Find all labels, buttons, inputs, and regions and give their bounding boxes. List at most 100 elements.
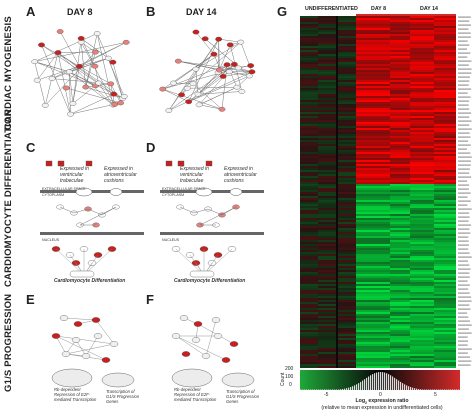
network-edge [81, 38, 108, 58]
colorbar-histogram-bar [350, 387, 351, 390]
heatmap-cell [300, 222, 318, 224]
heatmap-cell [434, 160, 456, 162]
heatmap-cell [434, 114, 456, 116]
heatmap-cell [410, 54, 434, 56]
heatmap-cell [410, 362, 434, 364]
colorbar-histogram-bar [438, 390, 439, 391]
heatmap-cell [318, 206, 336, 208]
heatmap-cell [338, 280, 356, 282]
colorbar-histogram-bar [386, 373, 387, 390]
heatmap-cell [356, 322, 390, 324]
heatmap-cell [338, 170, 356, 172]
heatmap-cell [390, 344, 410, 346]
heatmap-cell [338, 254, 356, 256]
colorbar-histogram-bar [336, 390, 337, 391]
heatmap-cell [390, 20, 410, 22]
heatmap-cell [390, 278, 410, 280]
heatmap-cell [356, 176, 390, 178]
heatmap-cell [356, 280, 390, 282]
heatmap-cell [356, 356, 390, 358]
colorbar-histogram-bar [440, 390, 441, 391]
heatmap-cell [356, 78, 390, 80]
cellcycle-node [62, 351, 70, 356]
heatmap-cell [410, 112, 434, 114]
heatmap-cell [410, 154, 434, 156]
heatmap-cell [356, 330, 390, 332]
heatmap-cell [390, 196, 410, 198]
heatmap-cell [318, 194, 336, 196]
heatmap-cell [390, 310, 410, 312]
heatmap-cell [318, 282, 336, 284]
heatmap-cell [356, 22, 390, 24]
heatmap-cell [390, 244, 410, 246]
heatmap-cell [434, 86, 456, 88]
gene-label-mark [458, 85, 469, 86]
heatmap-cell [390, 208, 410, 210]
network-node [211, 52, 217, 56]
heatmap-cell [410, 170, 434, 172]
cellcycle-node [182, 351, 190, 356]
heatmap-cell [318, 70, 336, 72]
heatmap-cell [356, 314, 390, 316]
heatmap-cell [356, 140, 390, 142]
heatmap-cell [318, 130, 336, 132]
heatmap-cell [434, 276, 456, 278]
network-node [235, 66, 241, 70]
heatmap-cell [300, 74, 318, 76]
heatmap-cell [318, 156, 336, 158]
heatmap-cell [338, 258, 356, 260]
heatmap-cell [434, 320, 456, 322]
heatmap-cell [390, 144, 410, 146]
heatmap-cell [300, 22, 318, 24]
gene-label-mark [458, 33, 471, 34]
gene-label-mark [458, 237, 468, 238]
network-node [196, 103, 202, 107]
heatmap-cell [300, 72, 318, 74]
heatmap-cell [300, 196, 318, 198]
heatmap-cell [300, 254, 318, 256]
heatmap-cell [356, 118, 390, 120]
heatmap-cell [356, 264, 390, 266]
heatmap-cell [410, 126, 434, 128]
heatmap-cell [434, 140, 456, 142]
heatmap-cell [300, 78, 318, 80]
heatmap-cell [390, 62, 410, 64]
heatmap-cell [434, 186, 456, 188]
heatmap-cell [390, 354, 410, 356]
heatmap-cell [338, 32, 356, 34]
colorbar-histogram-bar [314, 390, 315, 391]
heatmap-cell [356, 46, 390, 48]
heatmap-cell [434, 206, 456, 208]
heatmap-cell [410, 204, 434, 206]
colorbar-histogram-bar [390, 375, 391, 390]
colorbar-tick-5: 5 [434, 393, 437, 398]
heatmap-cell [300, 174, 318, 176]
heatmap-cell [300, 122, 318, 124]
heatmap-cell [300, 194, 318, 196]
heatmap-cell [410, 324, 434, 326]
heatmap-cell [318, 54, 336, 56]
heatmap-cell [300, 58, 318, 60]
heatmap-cell [390, 76, 410, 78]
network-node [166, 108, 172, 112]
heatmap-cell [338, 230, 356, 232]
heatmap-cell [434, 172, 456, 174]
heatmap-cell [434, 74, 456, 76]
heatmap-cell [300, 18, 318, 20]
heatmap-cell [338, 166, 356, 168]
heatmap-cell [410, 122, 434, 124]
heatmap-cell [356, 236, 390, 238]
heatmap-cell [338, 294, 356, 296]
heatmap-cell [434, 132, 456, 134]
heatmap-cell [356, 252, 390, 254]
heatmap-cell [356, 290, 390, 292]
heatmap-cell [434, 248, 456, 250]
network-node [159, 87, 165, 91]
heatmap-cell [410, 314, 434, 316]
heatmap-cell [300, 200, 318, 202]
heatmap-cell [390, 140, 410, 142]
heatmap-cell [390, 252, 410, 254]
heatmap-cell [434, 288, 456, 290]
heatmap-cell [300, 362, 318, 364]
heatmap-cell [410, 50, 434, 52]
